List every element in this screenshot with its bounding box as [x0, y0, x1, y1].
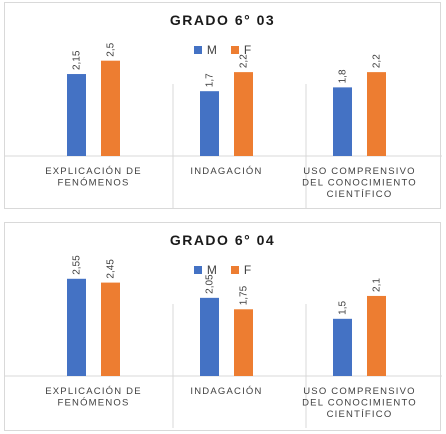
bar-f-1	[234, 72, 253, 156]
category-label-2-0: USO COMPRENSIVO	[303, 386, 416, 397]
legend-label-m: M	[206, 43, 217, 57]
bar-m-1	[200, 297, 219, 376]
category-label-1-0: INDAGACIÓN	[190, 166, 262, 177]
bar-f-2	[367, 72, 386, 156]
bar-f-0	[101, 282, 120, 376]
category-label-1-0: INDAGACIÓN	[190, 386, 262, 397]
bar-f-0	[101, 60, 120, 156]
bar-m-1	[200, 91, 219, 156]
data-label-f-2: 2,2	[372, 54, 383, 68]
category-label-2-1: DEL CONOCIMIENTO	[302, 178, 417, 189]
data-label-f-0: 2,5	[106, 42, 117, 56]
chart-legend: M F	[5, 43, 440, 57]
data-label-m-2: 1,8	[338, 69, 349, 83]
chart-title: GRADO 6° 03	[169, 12, 276, 28]
legend-swatch-f	[230, 266, 239, 274]
legend-swatch-f	[230, 46, 239, 54]
data-label-f-0: 2,45	[106, 259, 117, 279]
legend-item-m: M	[193, 263, 217, 277]
legend-label-f: F	[243, 43, 252, 57]
data-label-m-0: 2,15	[72, 50, 83, 70]
bar-f-1	[234, 309, 253, 376]
data-label-f-1: 1,75	[239, 285, 250, 305]
category-label-2-0: USO COMPRENSIVO	[303, 166, 416, 177]
bar-m-0	[67, 74, 86, 156]
legend-swatch-m	[193, 46, 202, 54]
data-label-m-1: 1,7	[205, 73, 216, 87]
chart-title: GRADO 6° 04	[169, 232, 276, 248]
data-label-f-1: 2,2	[239, 54, 250, 68]
legend-label-f: F	[243, 263, 252, 277]
category-label-0-0: EXPLICACIÓN DE	[45, 166, 142, 177]
category-label-2-2: CIENTÍFICO	[327, 409, 393, 420]
category-label-0-0: EXPLICACIÓN DE	[45, 386, 142, 397]
data-label-m-1: 2,05	[205, 274, 216, 294]
chart-panel-grado-6-04: GRADO 6° 04 M F 2,55 2,45 EXPLICACIÓN DE FE…	[4, 222, 442, 431]
category-label-0-1: FENÓMENOS	[57, 178, 129, 189]
legend-swatch-m	[193, 266, 202, 274]
legend-item-f: F	[230, 43, 252, 57]
chart-legend: M F	[5, 263, 440, 277]
data-label-m-2: 1,5	[338, 300, 349, 314]
chart-panel-grado-6-03: GRADO 6° 03 M F 2,15 2,5 EXPLICACIÓN DE FEN…	[4, 2, 442, 209]
data-label-m-0: 2,55	[72, 255, 83, 275]
category-label-2-2: CIENTÍFICO	[327, 189, 393, 200]
legend-label-m: M	[206, 263, 217, 277]
bar-m-0	[67, 278, 86, 376]
bar-m-2	[333, 87, 352, 156]
legend-item-f: F	[230, 263, 252, 277]
bar-m-2	[333, 318, 352, 376]
category-label-2-1: DEL CONOCIMIENTO	[302, 398, 417, 409]
legend-item-m: M	[193, 43, 217, 57]
category-label-0-1: FENÓMENOS	[57, 398, 129, 409]
bar-f-2	[367, 295, 386, 376]
data-label-f-2: 2,1	[372, 278, 383, 292]
